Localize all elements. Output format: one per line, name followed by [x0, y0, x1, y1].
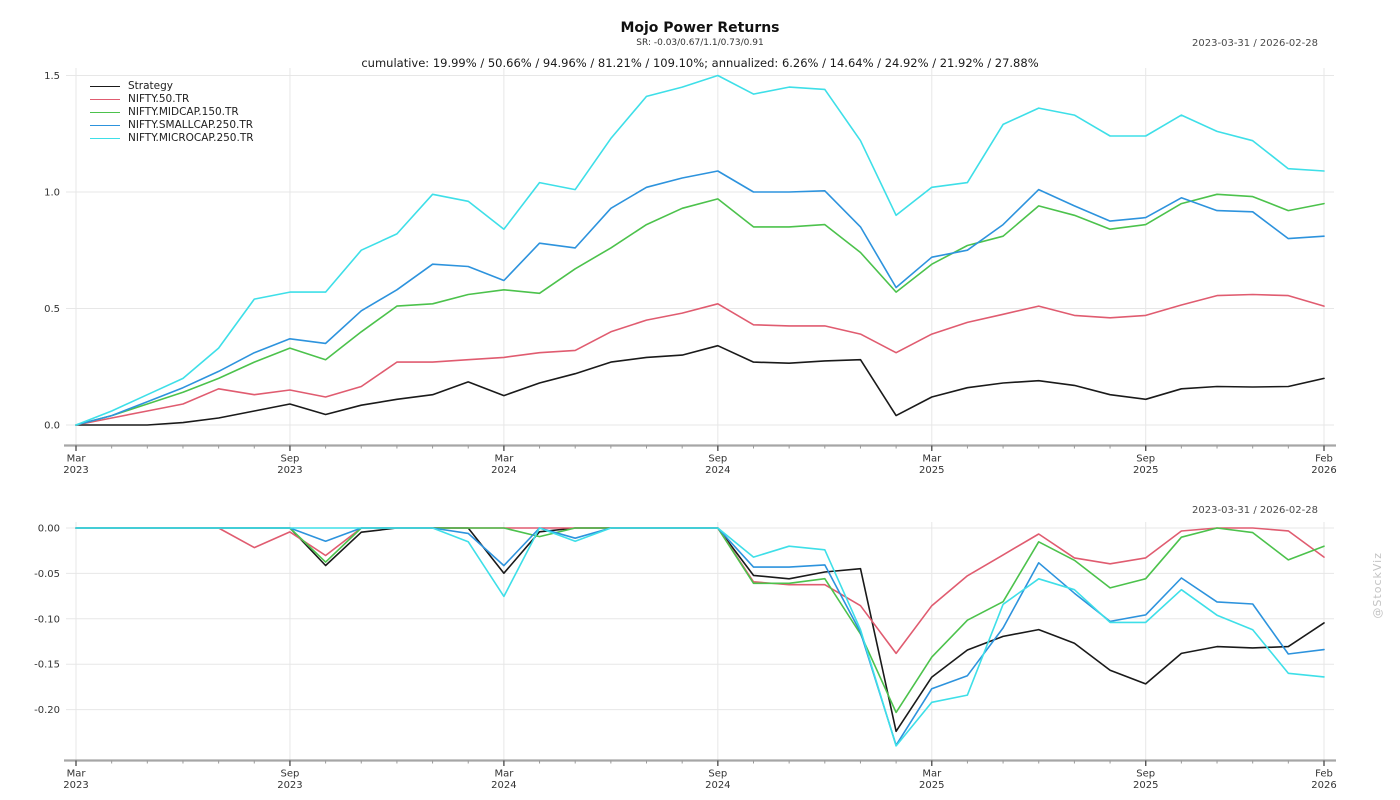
x-tick-label: Feb 2026: [1311, 454, 1336, 477]
x-tick-label: Mar 2025: [919, 769, 944, 792]
series-line-NIFTY.50.TR: [75, 293, 1325, 426]
legend-label: NIFTY.50.TR: [128, 93, 190, 105]
x-tick-label: Sep 2024: [705, 769, 730, 792]
sharpe-ratio-subtitle: SR: -0.03/0.67/1.1/0.73/0.91: [636, 38, 764, 48]
x-tick-label: Mar 2025: [919, 454, 944, 477]
y-tick-label: -0.20: [34, 705, 60, 716]
date-range-bottom: 2023-03-31 / 2026-02-28: [1192, 505, 1318, 516]
series-line-NIFTY.SMALLCAP.250.TR: [75, 527, 1325, 746]
y-tick-label: -0.10: [34, 614, 60, 625]
legend-item-NIFTY.MICROCAP.250.TR: NIFTY.MICROCAP.250.TR: [90, 132, 254, 145]
series-line-NIFTY.MICROCAP.250.TR: [75, 527, 1325, 747]
stockviz-watermark: @StockViz: [1371, 552, 1384, 619]
legend-line-swatch: [90, 99, 120, 100]
y-tick-label: 0.00: [38, 523, 60, 534]
x-tick-label: Sep 2023: [277, 769, 302, 792]
cumulative-annualized-stats: cumulative: 19.99% / 50.66% / 94.96% / 8…: [361, 56, 1039, 70]
x-tick-label: Feb 2026: [1311, 769, 1336, 792]
series-line-NIFTY.MIDCAP.150.TR: [75, 527, 1325, 714]
series-line-NIFTY.MIDCAP.150.TR: [75, 193, 1325, 426]
legend: Strategy NIFTY.50.TR NIFTY.MIDCAP.150.TR NI…: [90, 80, 254, 145]
x-tick-label: Sep 2025: [1133, 769, 1158, 792]
date-range-top: 2023-03-31 / 2026-02-28: [1192, 38, 1318, 49]
x-tick-label: Mar 2023: [63, 454, 88, 477]
legend-line-swatch: [90, 112, 120, 113]
legend-label: NIFTY.MICROCAP.250.TR: [128, 132, 254, 144]
cumulative_returns-chart: 0.0 0.5 1.0 1.5 Mar 2023 Sep 2023 Mar 2024 Sep 2024…: [44, 68, 1337, 476]
legend-label: Strategy: [128, 80, 173, 92]
series-line-NIFTY.MICROCAP.250.TR: [75, 74, 1325, 426]
x-tick-label: Sep 2025: [1133, 454, 1158, 477]
legend-line-swatch: [90, 138, 120, 139]
legend-label: NIFTY.MIDCAP.150.TR: [128, 106, 239, 118]
series-line-NIFTY.50.TR: [75, 527, 1325, 655]
y-tick-label: 0.0: [44, 420, 60, 431]
x-tick-label: Sep 2023: [277, 454, 302, 477]
x-tick-label: Mar 2023: [63, 769, 88, 792]
y-tick-label: -0.15: [34, 660, 60, 671]
y-tick-label: 1.5: [44, 71, 60, 82]
series-line-Strategy: [75, 344, 1325, 426]
series-line-Strategy: [75, 527, 1325, 733]
legend-item-NIFTY.SMALLCAP.250.TR: NIFTY.SMALLCAP.250.TR: [90, 119, 254, 132]
y-tick-label: 1.0: [44, 187, 60, 198]
legend-item-NIFTY.MIDCAP.150.TR: NIFTY.MIDCAP.150.TR: [90, 106, 254, 119]
legend-line-swatch: [90, 86, 120, 87]
x-tick-label: Mar 2024: [491, 769, 516, 792]
x-tick-label: Mar 2024: [491, 454, 516, 477]
legend-label: NIFTY.SMALLCAP.250.TR: [128, 119, 254, 131]
page-title: Mojo Power Returns: [620, 20, 780, 36]
legend-line-swatch: [90, 125, 120, 126]
y-tick-label: -0.05: [34, 569, 60, 580]
series-line-NIFTY.SMALLCAP.250.TR: [75, 170, 1325, 426]
x-tick-label: Sep 2024: [705, 454, 730, 477]
legend-item-NIFTY.50.TR: NIFTY.50.TR: [90, 93, 254, 106]
legend-item-Strategy: Strategy: [90, 80, 254, 93]
drawdown-chart: 0.00 -0.05 -0.10 -0.15 -0.20 Mar 2023 Sep 2023 Ma…: [34, 522, 1337, 791]
y-tick-label: 0.5: [44, 304, 60, 315]
